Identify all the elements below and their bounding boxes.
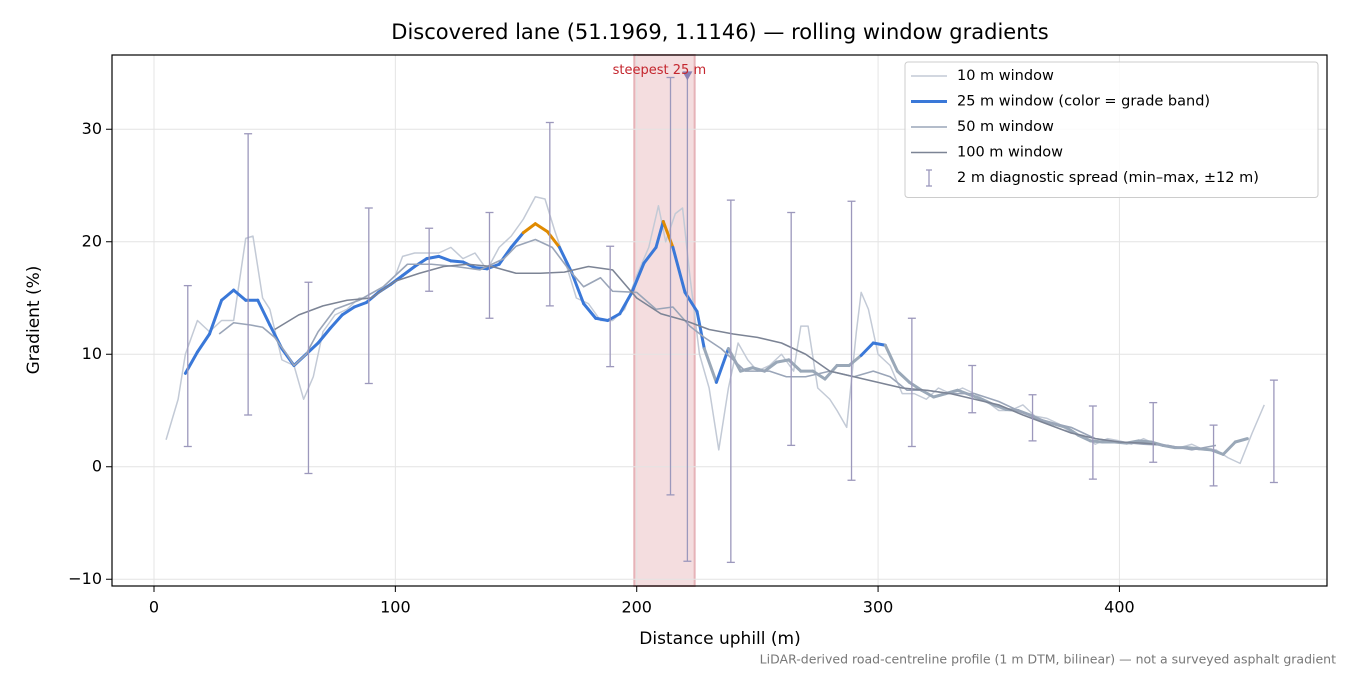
error-bar	[425, 227, 434, 292]
legend-label: 25 m window (color = grade band)	[957, 94, 1210, 110]
line-segment	[352, 301, 368, 309]
x-tick-label: 100	[380, 598, 411, 617]
steepest-marker	[682, 71, 693, 81]
y-tick-label: 0	[92, 456, 102, 475]
error-bar	[907, 317, 916, 448]
line-segment	[509, 231, 525, 249]
annotation-text: steepest 25 m	[613, 63, 706, 78]
x-tick-label: 200	[621, 598, 652, 617]
line-segment	[401, 265, 417, 277]
line-segment	[497, 245, 513, 266]
y-axis-label: Gradient (%)	[24, 266, 44, 375]
x-tick-label: 300	[863, 598, 894, 617]
legend-label: 10 m window	[957, 68, 1054, 84]
line-segment	[992, 403, 1008, 411]
line-segment	[1233, 437, 1249, 444]
error-bar	[787, 211, 796, 447]
footnote: LiDAR-derived road-centreline profile (1…	[760, 652, 1336, 667]
line-segment	[763, 360, 779, 373]
line-segment	[702, 347, 718, 384]
error-bar	[968, 364, 977, 414]
error-bar	[1149, 401, 1158, 463]
line-segment	[883, 343, 899, 373]
line-segment	[618, 290, 634, 316]
line-segment	[811, 369, 827, 381]
line-segment	[1137, 439, 1153, 444]
error-bar	[1088, 405, 1097, 480]
line-segment	[920, 388, 936, 399]
line-segment	[582, 302, 598, 320]
line-segment	[208, 298, 224, 336]
line-segment	[823, 364, 839, 381]
line-segment	[654, 220, 665, 249]
legend: 10 m window 25 m window (color = grade ba…	[904, 61, 1319, 198]
legend-label: 100 m window	[957, 145, 1063, 161]
x-tick-label: 400	[1104, 598, 1135, 617]
axes-frame	[111, 54, 1328, 587]
line-segment	[661, 220, 675, 249]
line-segment	[413, 257, 429, 268]
y-tick-label: 30	[82, 119, 102, 138]
line-segment	[1076, 433, 1092, 443]
y-tick-label: −10	[68, 569, 102, 588]
legend-box	[904, 61, 1319, 198]
x-axis-label: Distance uphill (m)	[639, 629, 800, 649]
plot-area: steepest 25 m	[112, 54, 1327, 587]
error-bar	[244, 133, 253, 416]
line-segment	[437, 254, 453, 263]
line-segment	[630, 261, 646, 294]
line-segment	[195, 332, 212, 354]
line-segment	[1221, 440, 1237, 456]
error-bar	[606, 245, 615, 368]
line-segment	[695, 310, 706, 351]
line-segment	[220, 288, 236, 302]
line-segment	[932, 392, 948, 399]
error-bar	[364, 207, 373, 385]
error-bar	[545, 121, 554, 307]
line-segment	[449, 259, 465, 264]
legend-label: 50 m window	[957, 119, 1054, 135]
chart-title: Discovered lane (51.1969, 1.1146) — roll…	[391, 20, 1048, 44]
error-bar	[1209, 424, 1218, 487]
line-segment	[521, 222, 537, 235]
line-segment	[232, 288, 248, 302]
error-bar	[847, 200, 856, 481]
series-line	[218, 238, 1217, 451]
y-tick-label: 20	[82, 231, 102, 250]
x-tick-label: 0	[149, 598, 159, 617]
line-segment	[340, 305, 356, 317]
error-bar	[485, 211, 494, 319]
legend-label: 2 m diagnostic spread (min–max, ±12 m)	[957, 170, 1259, 186]
line-segment	[859, 341, 875, 357]
line-segment	[316, 326, 332, 345]
series-line	[274, 263, 1156, 446]
error-bar	[666, 76, 675, 496]
line-segment	[775, 358, 791, 364]
line-segment	[871, 341, 887, 347]
error-bar	[726, 199, 735, 564]
line-segment	[473, 266, 489, 271]
error-bar	[1269, 379, 1278, 484]
line-segment	[557, 245, 574, 274]
error-bar	[183, 284, 192, 448]
line-segment	[594, 316, 610, 322]
y-tick-label: 10	[82, 344, 102, 363]
line-segment	[671, 245, 687, 294]
line-segment	[642, 245, 658, 265]
error-bar	[1028, 394, 1037, 442]
line-segment	[895, 369, 911, 384]
line-segment	[570, 270, 586, 306]
line-segment	[328, 313, 344, 330]
line-segment	[533, 222, 549, 234]
line-segment	[738, 366, 755, 373]
error-bar	[304, 281, 313, 475]
line-segment	[256, 298, 272, 327]
